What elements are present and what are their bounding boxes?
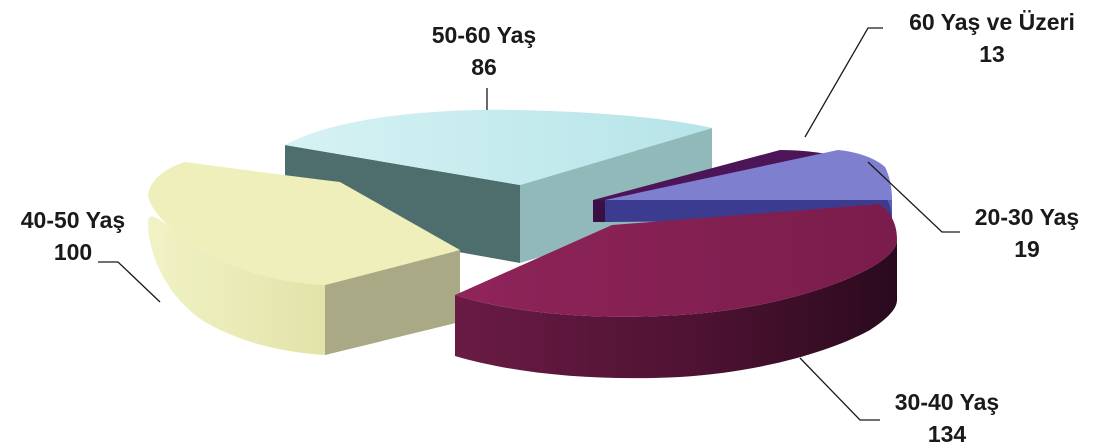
slice-30-40-top	[455, 204, 897, 317]
slice-30-40	[455, 204, 897, 379]
slice-40-50-wall	[148, 216, 325, 355]
leader-20-30	[867, 161, 960, 233]
leader-60-plus	[804, 27, 883, 138]
label-20-30-value: 19	[1014, 236, 1040, 262]
slice-30-40-wall	[455, 240, 897, 379]
data-labels: 50-60 Yaş 86 60 Yaş ve Üzeri 13 20-30 Ya…	[21, 9, 1079, 447]
label-40-50-name: 40-50 Yaş	[21, 207, 125, 233]
leader-30-40	[799, 357, 880, 421]
label-60-plus-name: 60 Yaş ve Üzeri	[909, 9, 1075, 35]
leader-lines	[98, 27, 960, 421]
label-50-60-name: 50-60 Yaş	[432, 22, 536, 48]
slice-50-60-top	[285, 109, 712, 185]
label-20-30-name: 20-30 Yaş	[975, 204, 1079, 230]
slice-50-60-side-left	[285, 145, 520, 263]
slice-40-50-top	[148, 162, 460, 285]
label-40-50-value: 100	[54, 239, 92, 265]
slice-40-50	[148, 162, 460, 355]
label-50-60-value: 86	[471, 54, 497, 80]
label-30-40-value: 134	[928, 421, 967, 447]
leader-40-50	[98, 261, 161, 303]
label-60-plus-value: 13	[979, 41, 1005, 67]
label-30-40-name: 30-40 Yaş	[895, 389, 999, 415]
slice-20-30-top	[605, 150, 892, 200]
slice-60-plus-top	[593, 150, 827, 201]
